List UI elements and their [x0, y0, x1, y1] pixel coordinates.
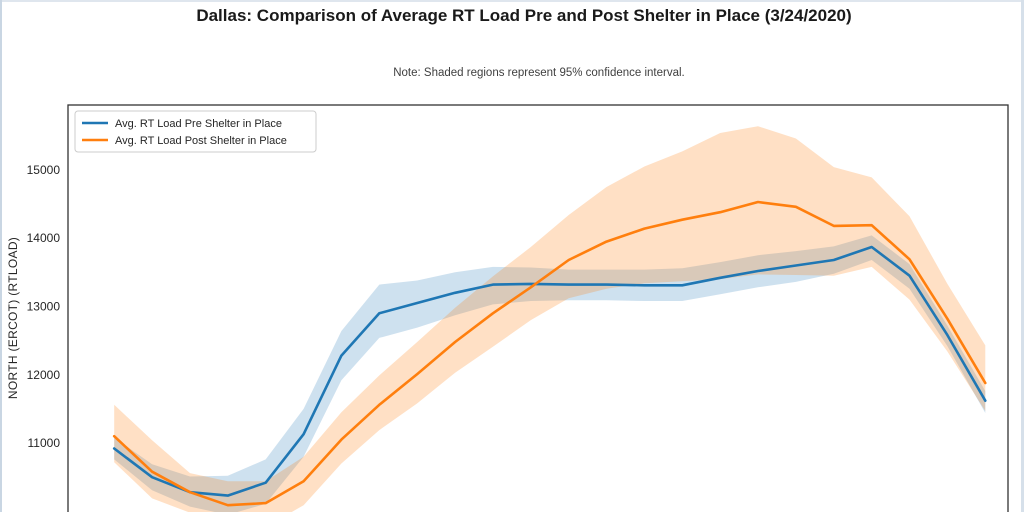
window-top-border [0, 0, 1024, 2]
confidence-band-pre [114, 235, 986, 512]
legend-label-pre: Avg. RT Load Pre Shelter in Place [115, 118, 282, 130]
plot-frame [67, 104, 1009, 512]
chart-title: Dallas: Comparison of Average RT Load Pr… [196, 6, 852, 25]
y-tick-label: 11000 [28, 436, 61, 450]
y-tick-label: 12000 [27, 368, 61, 382]
window-left-border [0, 0, 2, 512]
confidence-band-post [114, 126, 986, 512]
y-axis-ticks: 11000 12000 13000 14000 15000 [27, 163, 61, 450]
series-line-post [112, 200, 987, 507]
window-right-border [1021, 0, 1024, 512]
series-line-pre [112, 245, 987, 497]
legend-box [74, 110, 317, 153]
y-tick-label: 15000 [27, 163, 61, 177]
confidence-bands [114, 126, 986, 512]
chart-subtitle: Note: Shaded regions represent 95% confi… [393, 67, 685, 79]
y-axis-label: NORTH (ERCOT) (RTLOAD) [6, 237, 20, 399]
series-lines [112, 200, 987, 507]
y-tick-label: 13000 [27, 300, 61, 314]
y-tick-label: 14000 [27, 231, 61, 245]
legend-label-post: Avg. RT Load Post Shelter in Place [115, 135, 287, 147]
legend: Avg. RT Load Pre Shelter in Place Avg. RT… [74, 110, 317, 153]
